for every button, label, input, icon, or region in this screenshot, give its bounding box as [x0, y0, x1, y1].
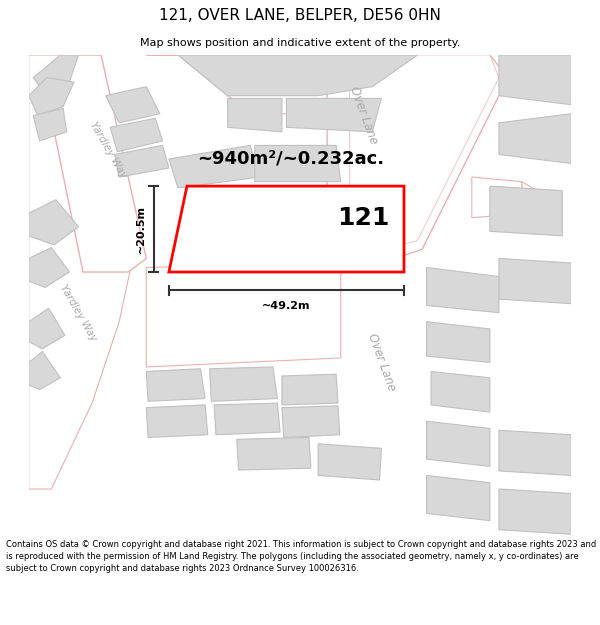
Polygon shape: [29, 308, 65, 349]
Polygon shape: [33, 108, 67, 141]
Polygon shape: [178, 55, 418, 96]
Polygon shape: [214, 403, 280, 435]
Text: Over Lane: Over Lane: [347, 85, 380, 146]
Polygon shape: [286, 98, 382, 132]
Polygon shape: [282, 406, 340, 437]
Polygon shape: [427, 322, 490, 362]
Polygon shape: [282, 374, 338, 405]
Polygon shape: [146, 263, 341, 367]
Polygon shape: [110, 118, 163, 152]
Polygon shape: [227, 98, 282, 132]
Polygon shape: [115, 146, 169, 177]
Polygon shape: [521, 182, 544, 218]
Polygon shape: [146, 55, 418, 114]
Polygon shape: [431, 371, 490, 412]
Polygon shape: [237, 438, 311, 470]
Text: Yardley Way: Yardley Way: [58, 282, 98, 342]
Polygon shape: [499, 259, 571, 304]
Text: Contains OS data © Crown copyright and database right 2021. This information is : Contains OS data © Crown copyright and d…: [6, 541, 596, 573]
Polygon shape: [29, 55, 133, 489]
Polygon shape: [499, 114, 571, 164]
Polygon shape: [47, 55, 146, 272]
Polygon shape: [295, 199, 377, 227]
Polygon shape: [472, 177, 526, 217]
Polygon shape: [29, 248, 70, 288]
Text: ~49.2m: ~49.2m: [262, 301, 311, 311]
Polygon shape: [499, 489, 571, 534]
Polygon shape: [427, 268, 499, 312]
Polygon shape: [29, 199, 79, 245]
Polygon shape: [29, 78, 74, 116]
Polygon shape: [499, 55, 571, 105]
Polygon shape: [146, 405, 208, 437]
Text: Map shows position and indicative extent of the property.: Map shows position and indicative extent…: [140, 38, 460, 48]
Polygon shape: [427, 421, 490, 466]
Polygon shape: [196, 199, 295, 249]
Polygon shape: [499, 430, 571, 476]
Polygon shape: [29, 352, 61, 389]
Polygon shape: [146, 369, 205, 401]
Text: 121, OVER LANE, BELPER, DE56 0HN: 121, OVER LANE, BELPER, DE56 0HN: [159, 8, 441, 23]
Polygon shape: [169, 186, 404, 272]
Polygon shape: [318, 444, 382, 480]
Polygon shape: [169, 146, 259, 188]
Polygon shape: [427, 476, 490, 521]
Text: ~940m²/~0.232ac.: ~940m²/~0.232ac.: [197, 150, 385, 168]
Polygon shape: [327, 55, 508, 263]
Text: Over Lane: Over Lane: [365, 332, 398, 393]
Polygon shape: [33, 55, 79, 96]
Polygon shape: [350, 55, 499, 249]
Polygon shape: [490, 186, 562, 236]
Polygon shape: [209, 367, 277, 401]
Text: Yardley Way: Yardley Way: [88, 120, 128, 180]
Polygon shape: [106, 87, 160, 123]
Text: ~20.5m: ~20.5m: [136, 205, 146, 253]
Polygon shape: [255, 146, 341, 182]
Text: 121: 121: [337, 206, 389, 230]
